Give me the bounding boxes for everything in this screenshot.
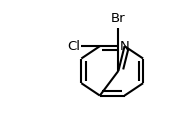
Text: N: N — [120, 40, 129, 53]
Text: Br: Br — [111, 12, 126, 25]
Text: Cl: Cl — [67, 40, 80, 53]
